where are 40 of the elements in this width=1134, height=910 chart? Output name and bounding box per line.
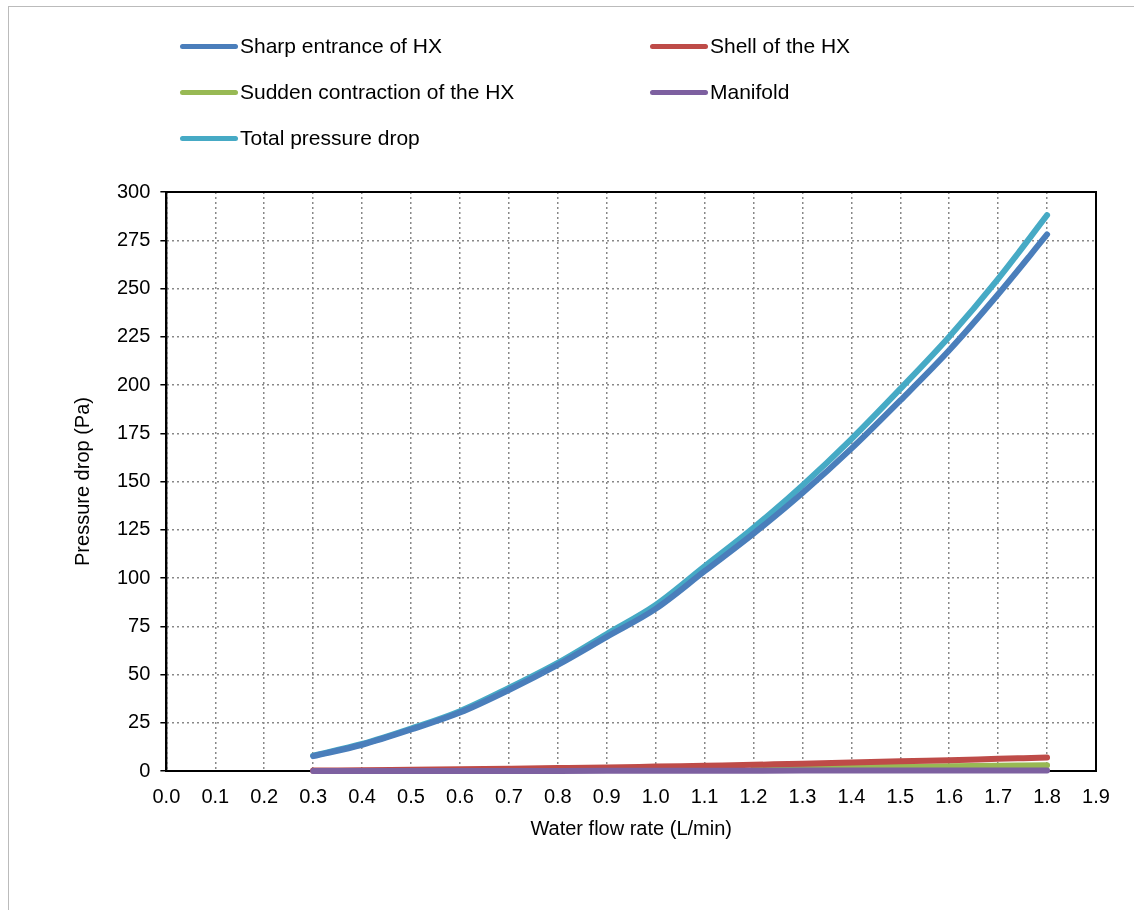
x-tick-label: 0.1 (201, 784, 230, 807)
x-tick-label: 1.0 (641, 784, 670, 807)
x-tick-label: 0.9 (592, 784, 621, 807)
y-tick-label: 275 (116, 227, 151, 250)
x-tick-label: 1.8 (1033, 784, 1061, 807)
y-tick-label: 225 (116, 324, 151, 347)
x-tick-label: 1.7 (984, 784, 1013, 807)
y-tick-label: 100 (116, 565, 151, 588)
y-tick-label: 175 (116, 420, 151, 443)
x-tick-label: 1.3 (788, 784, 817, 807)
y-tick-label: 75 (128, 613, 151, 636)
x-tick-label: 1.2 (739, 784, 768, 807)
x-tick-label: 1.9 (1082, 784, 1110, 807)
x-axis-title: Water flow rate (L/min) (530, 816, 732, 839)
x-tick-label: 0.4 (348, 784, 376, 807)
x-tick-label: 0.7 (494, 784, 523, 807)
y-tick-label: 300 (116, 179, 151, 202)
legend-label: Total pressure drop (240, 126, 420, 150)
x-tick-label: 0.5 (397, 784, 425, 807)
legend-label: Sudden contraction of the HX (240, 80, 515, 104)
x-tick-label: 0.0 (152, 784, 181, 807)
x-tick-label: 1.6 (935, 784, 964, 807)
y-tick-label: 200 (116, 372, 151, 395)
legend-label: Sharp entrance of HX (240, 34, 442, 58)
y-tick-label: 250 (116, 276, 151, 299)
x-tick-label: 0.6 (446, 784, 474, 807)
y-tick-label: 150 (116, 469, 151, 492)
y-tick-label: 25 (128, 710, 151, 733)
x-tick-label: 0.8 (543, 784, 572, 807)
x-tick-label: 1.5 (886, 784, 915, 807)
x-tick-label: 1.4 (837, 784, 866, 807)
y-tick-label: 50 (128, 662, 151, 685)
y-axis-title: Pressure drop (Pa) (70, 397, 93, 566)
y-tick-label: 0 (139, 758, 151, 781)
x-tick-label: 0.2 (250, 784, 279, 807)
legend-label: Shell of the HX (710, 34, 851, 58)
x-tick-label: 0.3 (299, 784, 328, 807)
legend-label: Manifold (710, 80, 790, 104)
x-tick-label: 1.1 (690, 784, 719, 807)
y-tick-label: 125 (116, 517, 151, 540)
